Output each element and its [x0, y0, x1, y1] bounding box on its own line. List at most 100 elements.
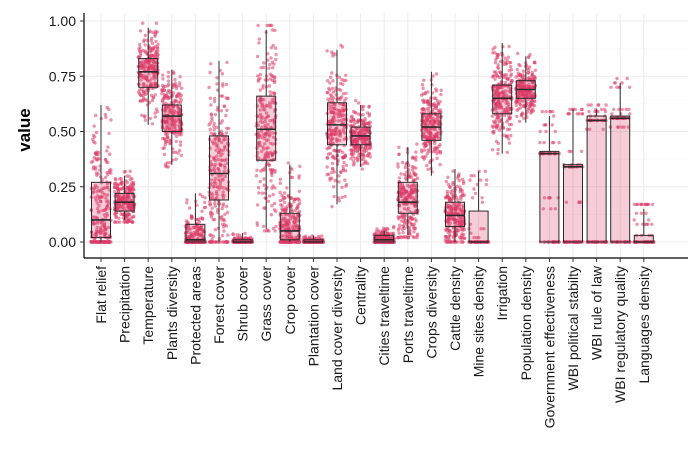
- data-point: [485, 178, 489, 182]
- data-point: [550, 123, 554, 127]
- data-point: [149, 93, 154, 98]
- data-point: [207, 240, 212, 244]
- data-point: [396, 162, 400, 166]
- data-point: [502, 110, 506, 114]
- data-point: [493, 61, 498, 65]
- data-point: [89, 160, 94, 164]
- data-point: [510, 79, 514, 83]
- data-point: [177, 83, 182, 88]
- data-point: [437, 144, 441, 148]
- data-point: [528, 102, 533, 106]
- data-point: [270, 153, 274, 157]
- data-point: [93, 195, 97, 200]
- data-point: [328, 176, 332, 180]
- data-point: [516, 51, 520, 56]
- data-point: [342, 99, 347, 103]
- data-point: [272, 62, 276, 66]
- data-point: [397, 231, 401, 235]
- data-point: [526, 71, 531, 75]
- data-point: [353, 98, 358, 103]
- data-point: [260, 115, 264, 119]
- data-point: [219, 154, 223, 158]
- data-point: [632, 218, 636, 222]
- data-point: [332, 148, 336, 153]
- data-point: [515, 108, 519, 113]
- data-point: [256, 136, 261, 140]
- data-point: [339, 88, 343, 93]
- data-point: [553, 129, 557, 134]
- data-point: [213, 228, 218, 232]
- data-point: [477, 235, 481, 240]
- data-point: [129, 198, 133, 203]
- data-point: [330, 161, 335, 166]
- data-point: [479, 178, 483, 182]
- x-tick-label: Temperature: [140, 266, 156, 345]
- data-point: [90, 240, 94, 244]
- data-point: [507, 137, 511, 141]
- data-point: [412, 230, 416, 234]
- data-point: [355, 120, 360, 125]
- data-point: [401, 230, 405, 235]
- data-point: [505, 73, 509, 77]
- data-point: [208, 233, 212, 237]
- data-point: [128, 188, 133, 192]
- data-point: [127, 213, 132, 217]
- data-point: [279, 203, 283, 207]
- data-point: [203, 205, 207, 209]
- data-point: [259, 66, 263, 70]
- data-point: [105, 212, 109, 216]
- data-point: [343, 178, 347, 182]
- data-point: [504, 89, 508, 93]
- data-point: [366, 138, 371, 142]
- data-point: [213, 176, 217, 181]
- data-point: [166, 84, 170, 88]
- data-point: [460, 227, 465, 231]
- data-point: [258, 112, 263, 117]
- data-point: [97, 197, 101, 201]
- data-point: [178, 75, 182, 79]
- data-point: [148, 49, 153, 54]
- data-point: [344, 91, 348, 96]
- data-point: [414, 150, 418, 154]
- data-point: [138, 65, 143, 69]
- data-point: [106, 145, 110, 149]
- data-point: [116, 189, 121, 194]
- data-point: [267, 229, 271, 233]
- data-point: [420, 108, 424, 112]
- y-tick-labels: 0.000.250.500.751.00: [49, 13, 84, 250]
- data-point: [178, 96, 182, 100]
- data-point: [214, 148, 218, 152]
- data-point: [343, 131, 347, 135]
- data-point: [216, 167, 220, 171]
- data-point: [434, 72, 439, 76]
- data-point: [432, 141, 437, 146]
- data-point: [433, 96, 438, 100]
- data-point: [203, 200, 207, 205]
- data-point: [270, 23, 274, 28]
- data-point: [243, 231, 247, 236]
- data-point: [129, 216, 133, 220]
- data-point: [340, 150, 345, 154]
- data-point: [425, 117, 430, 121]
- data-point: [147, 72, 151, 76]
- data-point: [567, 112, 572, 116]
- data-point: [408, 210, 412, 214]
- data-point: [257, 41, 261, 45]
- y-tick-label: 0.50: [49, 124, 76, 140]
- data-point: [434, 118, 438, 122]
- data-point: [503, 56, 507, 60]
- data-point: [273, 229, 277, 233]
- data-point: [503, 113, 507, 118]
- data-point: [544, 123, 548, 127]
- data-point: [149, 54, 153, 58]
- data-point: [121, 202, 126, 207]
- data-point: [189, 234, 193, 238]
- data-point: [162, 152, 167, 157]
- data-point: [196, 218, 200, 222]
- data-point: [95, 158, 99, 162]
- data-point: [125, 194, 130, 198]
- data-point: [399, 187, 404, 191]
- data-point: [142, 39, 146, 44]
- data-point: [335, 108, 339, 112]
- data-point: [222, 104, 226, 109]
